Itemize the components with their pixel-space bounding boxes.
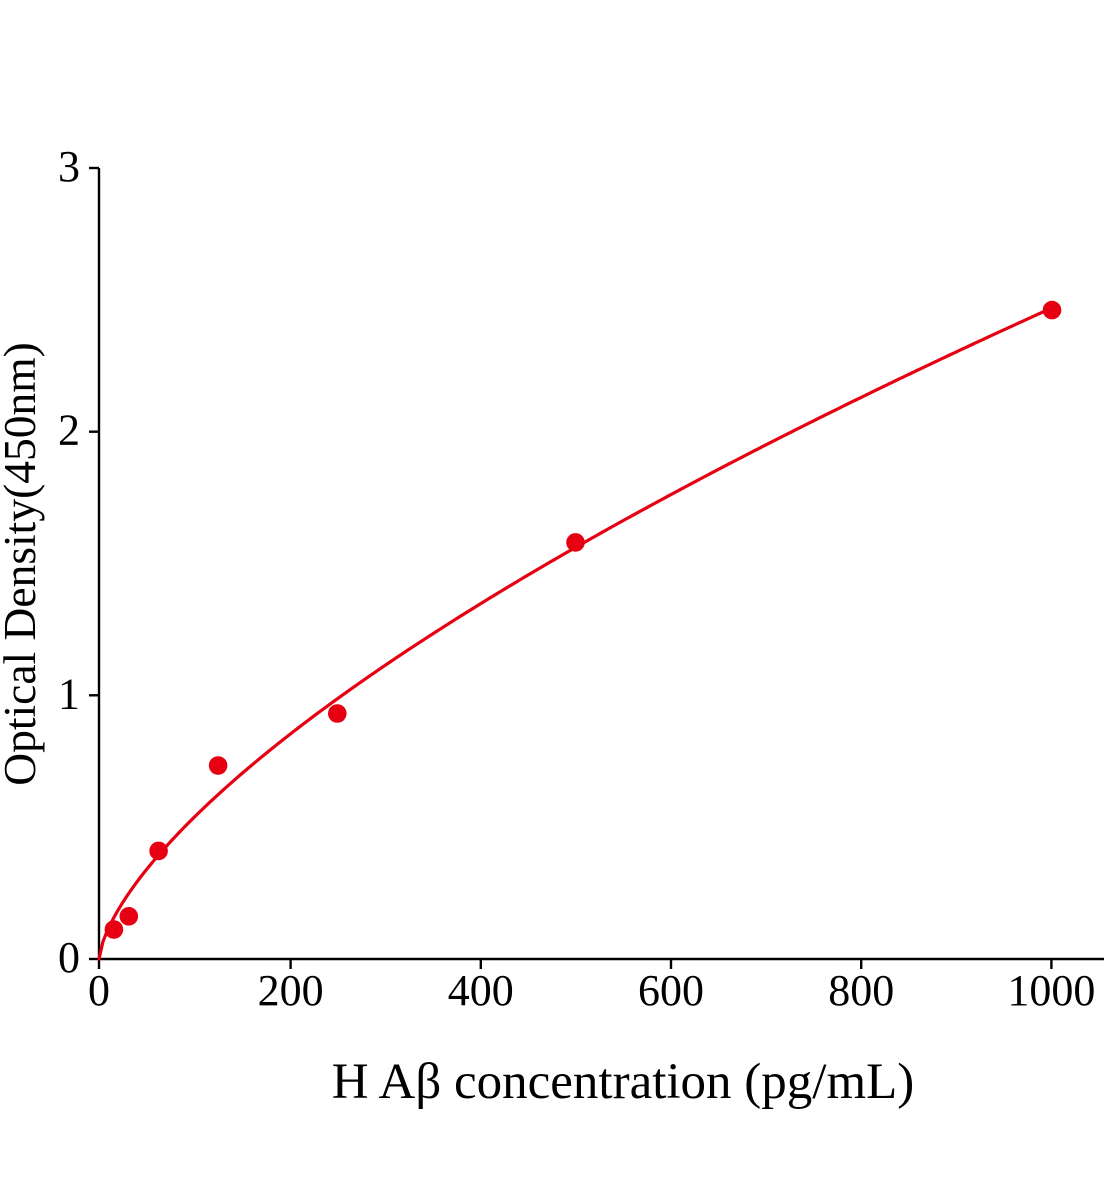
svg-text:1: 1	[58, 669, 80, 718]
svg-text:800: 800	[828, 966, 894, 1015]
svg-text:0: 0	[58, 933, 80, 982]
svg-text:Optical Density(450nm): Optical Density(450nm)	[0, 342, 45, 786]
svg-text:400: 400	[448, 966, 514, 1015]
svg-text:600: 600	[638, 966, 704, 1015]
svg-text:2: 2	[58, 406, 80, 455]
svg-text:3: 3	[58, 142, 80, 191]
svg-text:0: 0	[88, 966, 110, 1015]
svg-text:H Aβ concentration (pg/mL): H Aβ concentration (pg/mL)	[332, 1054, 915, 1110]
svg-text:1000: 1000	[1007, 966, 1095, 1015]
svg-text:200: 200	[258, 966, 324, 1015]
